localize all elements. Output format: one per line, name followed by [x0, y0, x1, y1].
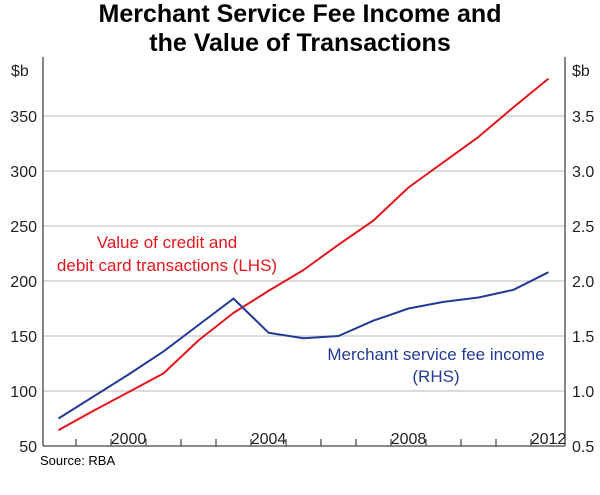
- x-tick-label: 2000: [111, 431, 147, 448]
- left-tick-label: 150: [10, 329, 37, 346]
- left-tick-label: 300: [10, 164, 37, 181]
- series-label-transactions-line-1: Value of credit and: [96, 233, 238, 252]
- right-tick-label: 1.0: [572, 384, 594, 401]
- right-tick-label: 0.5: [572, 439, 594, 456]
- source-note: Source: RBA: [40, 453, 116, 468]
- transactions-line: [58, 77, 550, 431]
- left-tick-label: 350: [10, 109, 37, 126]
- right-axis-unit: $b: [572, 63, 590, 80]
- left-axis-unit: $b: [11, 63, 29, 80]
- right-tick-label: 3.5: [572, 109, 594, 126]
- series-label-transactions-line-2: debit card transactions (LHS): [56, 256, 278, 275]
- right-tick-label: 2.5: [572, 219, 594, 236]
- x-tick-label: 2008: [391, 431, 427, 448]
- left-tick-label: 250: [10, 219, 37, 236]
- chart-title-line-1: Merchant Service Fee Income and: [98, 0, 502, 28]
- left-tick-label: 100: [10, 384, 37, 401]
- series-label-fee-income-line-2: (RHS): [412, 367, 460, 386]
- left-tick-label: 200: [10, 274, 37, 291]
- right-tick-label: 1.5: [572, 329, 594, 346]
- x-tick-label: 2004: [251, 431, 287, 448]
- left-tick-label: 50: [19, 439, 37, 456]
- chart-title-line-2: the Value of Transactions: [149, 29, 451, 57]
- fee-income-line: [57, 271, 549, 420]
- right-tick-label: 3.0: [572, 164, 594, 181]
- x-tick-label: 2012: [531, 431, 567, 448]
- series-label-fee-income-line-1: Merchant service fee income: [327, 345, 545, 364]
- right-tick-label: 2.0: [572, 274, 594, 291]
